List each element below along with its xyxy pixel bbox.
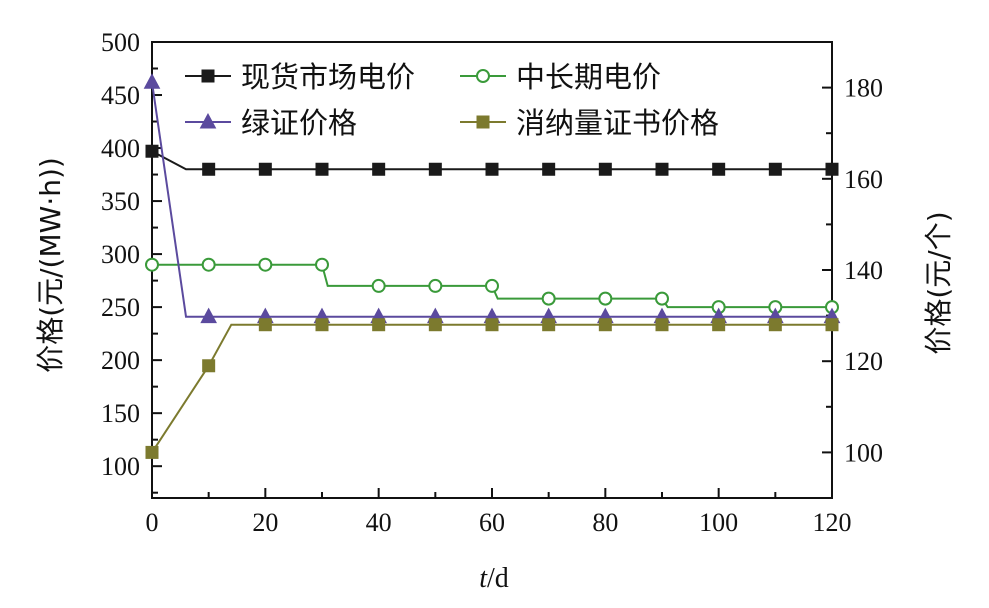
y-axis-left-title: 价格(元/(MW·h)) xyxy=(34,157,67,373)
y-left-tick-label: 450 xyxy=(101,81,140,110)
data-point xyxy=(143,73,161,89)
plot-area xyxy=(143,73,841,459)
data-point xyxy=(542,162,556,176)
data-point xyxy=(655,162,669,176)
data-point xyxy=(200,307,218,324)
data-point xyxy=(542,318,556,332)
y-left-tick-label: 300 xyxy=(101,240,140,269)
legend-item: 绿证价格 xyxy=(185,106,357,140)
y-axis-right-title: 价格(元/个) xyxy=(922,211,955,354)
data-point xyxy=(655,318,669,332)
x-tick-label: 60 xyxy=(479,508,505,537)
data-point xyxy=(202,359,216,373)
x-tick-label: 80 xyxy=(592,508,618,537)
y-left-tick-label: 150 xyxy=(101,399,140,428)
data-point xyxy=(768,318,782,332)
data-point xyxy=(145,144,159,158)
x-tick-label: 120 xyxy=(813,508,852,537)
data-point xyxy=(371,278,386,293)
legend-label: 现货市场电价 xyxy=(241,60,415,94)
data-point xyxy=(145,445,159,459)
data-point xyxy=(712,318,726,332)
data-point xyxy=(485,278,499,293)
x-tick-label: 40 xyxy=(366,508,392,537)
y-left-tick-label: 250 xyxy=(101,293,140,322)
x-tick-label: 20 xyxy=(252,508,278,537)
data-point xyxy=(655,291,669,306)
data-point xyxy=(315,162,329,176)
data-point xyxy=(485,162,499,176)
series-line xyxy=(151,82,832,318)
legend-label: 绿证价格 xyxy=(241,106,357,140)
data-point xyxy=(541,291,556,306)
data-point xyxy=(598,162,612,176)
legend-label: 消纳量证书价格 xyxy=(516,106,719,140)
data-point xyxy=(315,257,329,272)
data-point xyxy=(201,257,216,272)
x-axis-unit: /d xyxy=(487,563,509,594)
data-point xyxy=(202,162,216,176)
y-left-tick-label: 400 xyxy=(101,134,140,163)
legend-marker xyxy=(201,69,215,83)
y-left-tick-label: 350 xyxy=(101,187,140,216)
data-point xyxy=(598,291,613,306)
data-point xyxy=(258,318,272,332)
y-right-tick-label: 180 xyxy=(844,74,883,103)
legend-item: 消纳量证书价格 xyxy=(460,106,719,140)
series-line xyxy=(151,323,832,453)
y-right-tick-label: 160 xyxy=(844,165,883,194)
series-2 xyxy=(145,257,839,315)
y-left-tick-label: 500 xyxy=(101,28,140,57)
data-point xyxy=(428,278,443,293)
y-right-tick-label: 120 xyxy=(844,347,883,376)
axes: 0 20 40 60 80 100 120 100 150 200 250 300 350 400 450 5… xyxy=(101,28,883,537)
data-point xyxy=(372,162,386,176)
legend-item: 现货市场电价 xyxy=(185,60,415,94)
legend-marker xyxy=(476,69,490,83)
legend-item: 中长期电价 xyxy=(460,60,661,94)
data-point xyxy=(315,318,329,332)
legend-marker xyxy=(199,112,217,129)
data-point xyxy=(258,162,272,176)
data-point xyxy=(825,318,839,332)
legend-label: 中长期电价 xyxy=(516,60,661,94)
x-tick-label: 100 xyxy=(699,508,738,537)
x-tick-label: 0 xyxy=(146,508,159,537)
x-axis-title: t/d xyxy=(479,563,509,594)
data-point xyxy=(712,162,726,176)
y-right-tick-label: 140 xyxy=(844,256,883,285)
y-left-tick-label: 200 xyxy=(101,346,140,375)
data-point xyxy=(485,318,499,332)
data-point xyxy=(258,257,273,272)
x-axis-variable: t xyxy=(479,563,488,594)
data-point xyxy=(145,257,159,272)
series-4 xyxy=(145,318,839,459)
data-point xyxy=(372,318,386,332)
data-point xyxy=(768,162,782,176)
data-point xyxy=(428,318,442,332)
y-left-tick-label: 100 xyxy=(101,452,140,481)
data-point xyxy=(598,318,612,332)
series-1 xyxy=(145,144,839,176)
legend-marker xyxy=(476,115,490,129)
y-right-tick-label: 100 xyxy=(844,438,883,467)
data-point xyxy=(428,162,442,176)
data-point xyxy=(825,162,839,176)
